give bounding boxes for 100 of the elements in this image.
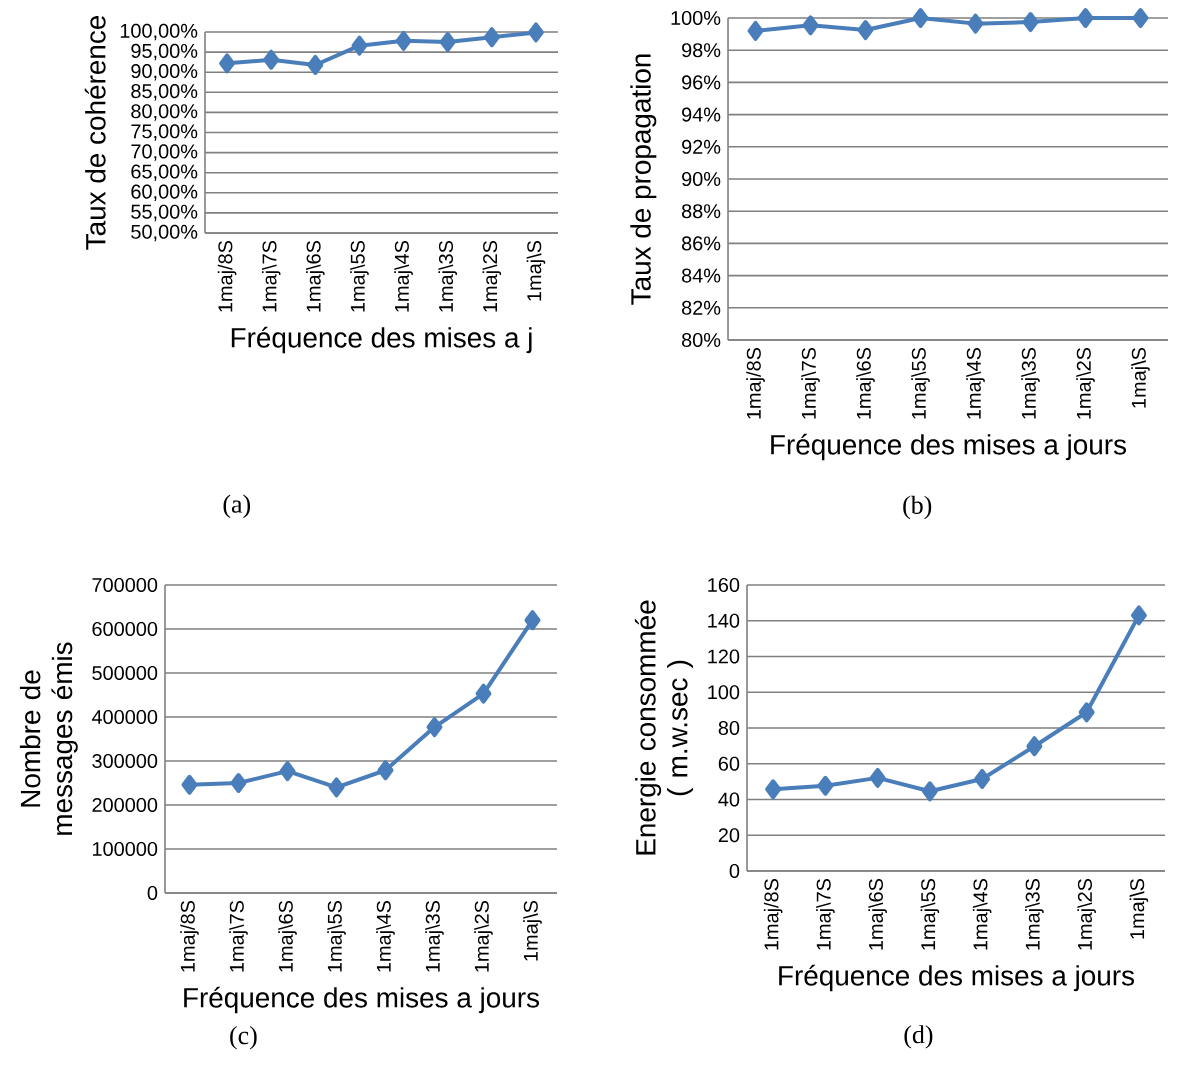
y-tick-label: 60,00%	[131, 184, 198, 202]
x-tick-label: 1maj\S	[1129, 878, 1149, 939]
y-tick-label: 55,00%	[131, 204, 198, 222]
point	[765, 779, 782, 800]
point	[328, 777, 345, 798]
y-tick-label: 65,00%	[131, 164, 198, 181]
x-tick-label: 1maj/8S	[763, 878, 783, 950]
y-tick-label: 0	[147, 885, 158, 901]
y-tick-label: 160	[708, 577, 740, 593]
x-axis-title: Fréquence des mises a jours	[771, 433, 1127, 461]
y-tick-label: 80%	[681, 332, 721, 348]
point	[219, 53, 236, 74]
y-axis-title: Taux de propagation	[630, 54, 657, 305]
x-tick-label: 1maj\2S	[482, 240, 502, 312]
y-tick-label: 40	[718, 792, 740, 807]
text: (a)	[223, 494, 251, 519]
y-tick-label: 94%	[682, 107, 721, 122]
y-tick-label: 20	[718, 828, 740, 843]
text: (d)	[904, 1025, 933, 1049]
point	[307, 54, 324, 75]
y-tick-label: 60	[718, 756, 740, 771]
x-tick-label: 1maj\S	[523, 900, 542, 961]
point	[483, 27, 500, 48]
point	[426, 717, 443, 738]
x-tick-label: 1maj\3S	[1021, 347, 1040, 419]
x-tick-label: 1maj\6S	[306, 240, 325, 312]
x-tick-label: 1maj\4S	[376, 900, 395, 972]
y-tick-label: 100,00%	[120, 23, 198, 41]
x-tick-label: 1maj\2S	[1076, 347, 1095, 419]
y-axis-title: Energie consommée ( m.w.sec )	[634, 600, 694, 855]
y-tick-label: 90,00%	[131, 63, 198, 81]
y-tick-label: 140	[708, 613, 740, 628]
x-tick-label: 1maj\7S	[229, 900, 248, 972]
y-tick-label: 80,00%	[131, 104, 198, 121]
y-tick-label: 0	[729, 863, 740, 879]
point	[351, 35, 368, 56]
x-tick-label: 1maj\5S	[327, 900, 346, 972]
y-tick-label: 700000	[92, 577, 158, 593]
x-tick-label: 1maj/8S	[746, 347, 765, 419]
point	[974, 768, 991, 789]
y-tick-label: 90%	[682, 171, 721, 187]
x-tick-label: 1maj\7S	[801, 347, 820, 419]
y-axis-title: Taux de cohérence	[84, 15, 106, 250]
point	[817, 775, 834, 796]
y-tick-label: 500000	[92, 665, 158, 681]
y-tick-label: 600000	[92, 621, 158, 637]
x-tick-label: 1maj\7S	[816, 878, 835, 950]
point	[921, 781, 938, 802]
point	[181, 774, 198, 795]
x-tick-label: 1maj\4S	[972, 878, 992, 950]
x-tick-label: 1maj\6S	[868, 878, 887, 950]
point	[395, 30, 412, 51]
y-tick-label: 200000	[92, 797, 158, 813]
x-tick-label: 1maj\3S	[438, 240, 457, 312]
x-tick-label: 1maj\3S	[1025, 878, 1044, 950]
x-tick-label: 1maj\3S	[425, 900, 444, 972]
x-axis-title: Fréquence des mises a jours	[184, 986, 540, 1014]
point	[869, 767, 886, 788]
x-tick-label: 1maj\6S	[856, 347, 875, 419]
point	[1130, 605, 1147, 626]
y-tick-label: 400000	[91, 709, 158, 725]
point	[1026, 736, 1043, 757]
x-tick-label: 1maj\5S	[350, 240, 369, 312]
x-tick-label: 1maj\6S	[278, 900, 297, 972]
x-tick-label: 1maj\2S	[1077, 878, 1096, 950]
point	[475, 683, 492, 704]
y-tick-label: 82%	[681, 300, 721, 315]
y-tick-label: 120	[708, 649, 740, 664]
point	[524, 610, 541, 631]
point	[279, 761, 296, 782]
x-tick-label: 1maj\S	[526, 240, 546, 301]
x-tick-label: 1maj/8S	[180, 900, 199, 972]
x-tick-label: 1maj\7S	[261, 240, 281, 312]
x-tick-label: 1maj/8S	[217, 240, 237, 312]
point	[263, 49, 280, 70]
x-axis-title: Fréquence des mises a jours	[779, 964, 1135, 992]
x-tick-label: 1maj\5S	[920, 878, 940, 950]
y-tick-label: 80	[718, 720, 740, 736]
point	[377, 760, 394, 781]
text: (c)	[230, 1026, 257, 1050]
x-tick-label: 1maj\2S	[474, 900, 493, 972]
y-tick-label: 100%	[671, 10, 721, 26]
y-tick-label: 50,00%	[131, 224, 198, 242]
x-tick-label: 1maj\S	[1131, 347, 1150, 408]
y-axis-title: Nombre de messages émis	[19, 642, 78, 835]
y-tick-label: 100000	[93, 841, 158, 857]
text: (b)	[903, 495, 932, 520]
point	[230, 773, 247, 793]
x-tick-label: 1maj\5S	[911, 347, 930, 419]
x-tick-label: 1maj\4S	[394, 240, 413, 312]
y-tick-label: 95,00%	[131, 43, 198, 61]
point	[527, 22, 544, 43]
point	[439, 32, 456, 53]
y-tick-label: 88%	[681, 204, 721, 219]
y-tick-label: 75,00%	[131, 124, 198, 141]
y-tick-label: 100	[708, 685, 740, 700]
y-tick-label: 85,00%	[131, 84, 198, 101]
y-tick-label: 86%	[681, 236, 721, 251]
y-tick-label: 84%	[681, 268, 721, 283]
y-tick-label: 70,00%	[131, 144, 198, 161]
